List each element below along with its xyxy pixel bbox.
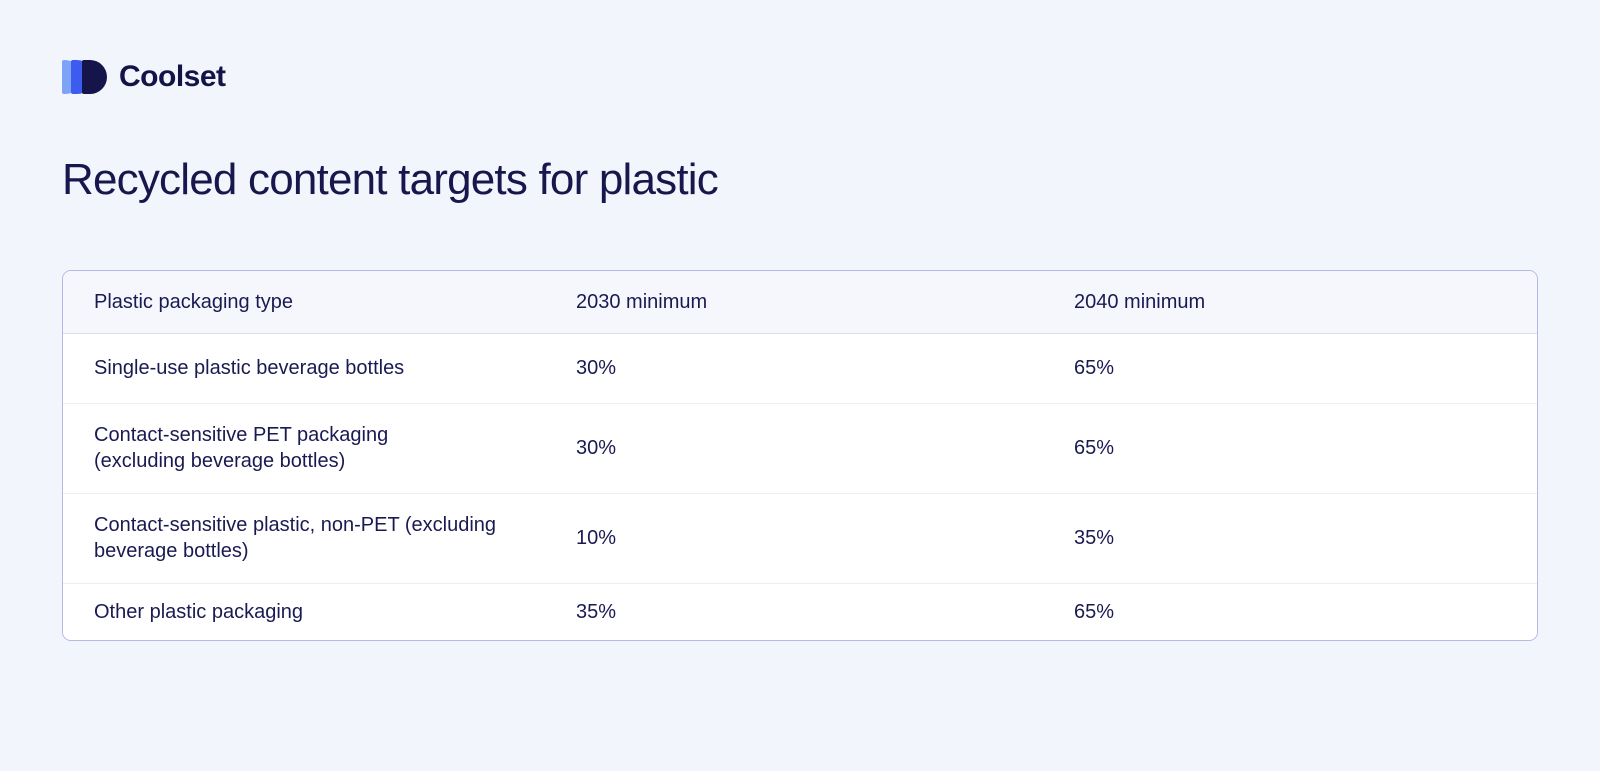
- min-2030-cell: 30%: [576, 357, 617, 379]
- packaging-type-cell: Contact-sensitive plastic, non-PET (excl…: [94, 514, 497, 562]
- packaging-type-cell: Contact-sensitive PET packaging (excludi…: [94, 424, 389, 472]
- column-header-2030-minimum: 2030 minimum: [576, 290, 708, 313]
- min-2030-cell: 10%: [576, 527, 617, 549]
- column-header-packaging-type: Plastic packaging type: [94, 290, 294, 313]
- table-row: Contact-sensitive plastic, non-PET (excl…: [63, 493, 1537, 583]
- coolset-logo-icon: [62, 60, 108, 94]
- recycled-content-targets-table: Plastic packaging type 2030 minimum 2040…: [62, 270, 1538, 641]
- page-title: Recycled content targets for plastic: [62, 155, 719, 204]
- column-header-2040-minimum: 2040 minimum: [1074, 290, 1206, 313]
- min-2040-cell: 65%: [1074, 600, 1115, 623]
- table-header-row: Plastic packaging type 2030 minimum 2040…: [63, 271, 1537, 333]
- brand-name: Coolset: [119, 60, 226, 93]
- table-row: Single-use plastic beverage bottles 30% …: [63, 333, 1537, 403]
- min-2040-cell: 65%: [1074, 437, 1115, 459]
- table-row: Contact-sensitive PET packaging (excludi…: [63, 403, 1537, 493]
- min-2030-cell: 35%: [576, 600, 617, 623]
- packaging-type-cell: Single-use plastic beverage bottles: [94, 357, 405, 379]
- coolset-logo: Coolset: [62, 60, 226, 94]
- min-2040-cell: 35%: [1074, 527, 1115, 549]
- packaging-type-cell: Other plastic packaging: [94, 600, 304, 623]
- min-2030-cell: 30%: [576, 437, 617, 459]
- logo-shape-dark: [82, 60, 107, 94]
- min-2040-cell: 65%: [1074, 357, 1115, 379]
- table-row: Other plastic packaging 35% 65%: [63, 583, 1537, 640]
